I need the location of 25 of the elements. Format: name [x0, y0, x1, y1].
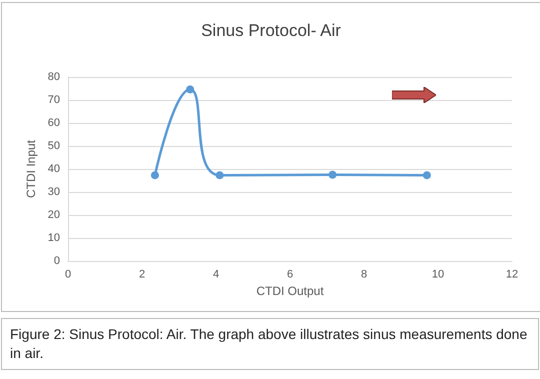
x-tick-label: 8 [360, 268, 368, 280]
y-tick-label: 40 [48, 163, 60, 175]
x-tick-label: 12 [506, 268, 518, 280]
point [422, 171, 431, 180]
y-axis-title: CTDI Input [24, 139, 38, 198]
y-tick-label: 10 [48, 232, 60, 244]
point [216, 171, 224, 180]
x-tick-label: 6 [286, 268, 294, 280]
y-tick-label: 60 [48, 117, 60, 129]
y-tick-label: 70 [48, 94, 60, 106]
x-tick-label: 0 [64, 268, 72, 280]
chart-title: Sinus Protocol- Air [201, 21, 342, 40]
y-tick-label: 80 [48, 71, 60, 83]
x-axis-title: CTDI Output [256, 284, 324, 298]
point [328, 170, 337, 179]
point [150, 171, 159, 180]
x-tick-label: 10 [432, 268, 444, 280]
x-tick-label: 4 [212, 268, 220, 280]
y-tick-label: 50 [48, 140, 60, 152]
point [186, 85, 194, 94]
x-tick-label: 2 [138, 268, 146, 280]
caption: Figure 2: Sinus Protocol: Air. The graph above illustrates sinus measurements done in air. [1, 318, 539, 370]
y-tick-label: 0 [54, 255, 60, 267]
y-tick-label: 30 [48, 186, 60, 198]
y-tick-label: 20 [48, 209, 60, 221]
